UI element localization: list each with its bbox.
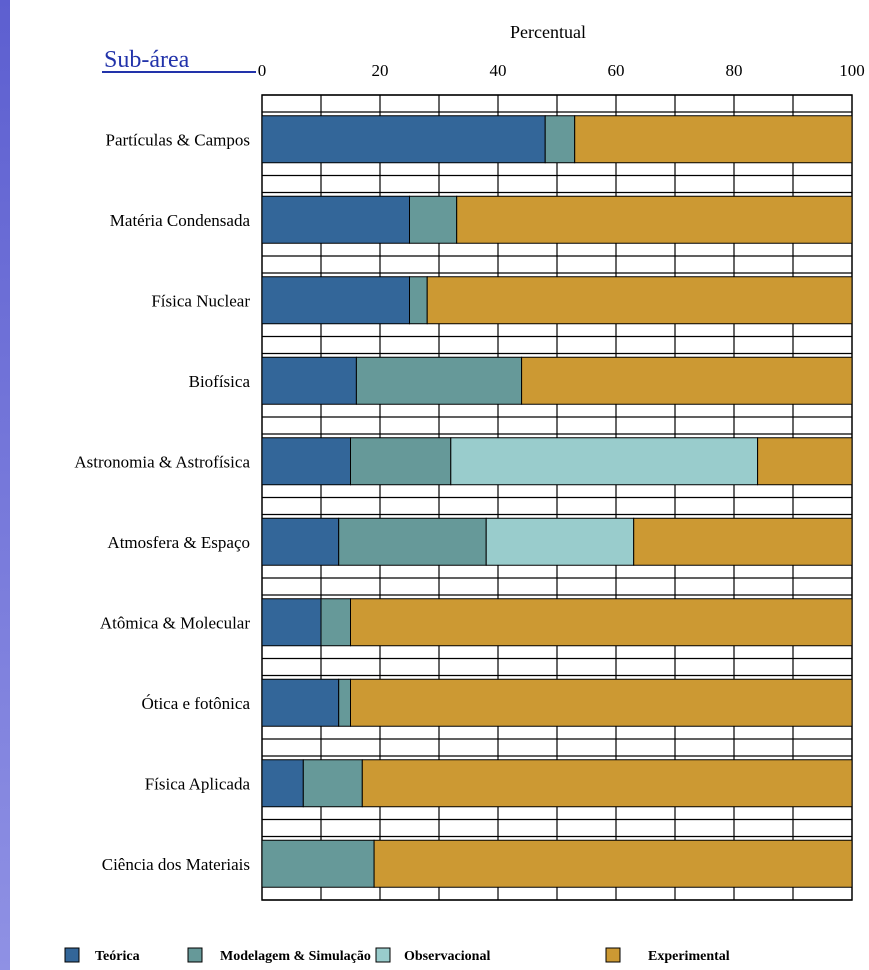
x-tick-label: 20	[372, 61, 389, 80]
x-tick-label: 0	[258, 61, 267, 80]
legend-label: Observacional	[404, 949, 490, 964]
bar-segment-1	[261, 276, 410, 325]
bar-segment-1	[261, 517, 340, 566]
bar-segment-3	[450, 437, 759, 486]
legend-label: Modelagem & Simulação	[220, 949, 371, 964]
bar-segment-4	[426, 276, 853, 325]
bar-segment-2	[350, 437, 452, 486]
bar-segment-1	[261, 598, 322, 647]
legend-swatch	[64, 947, 80, 963]
slide-edge-stripe	[0, 0, 10, 970]
bar-segment-1	[261, 759, 304, 808]
bar-segment-4	[574, 115, 853, 164]
bar-segment-4	[361, 759, 853, 808]
bar-segment-2	[544, 115, 576, 164]
category-label: Partículas & Campos	[106, 130, 250, 149]
category-label: Astronomia & Astrofísica	[74, 452, 250, 471]
category-label: Atmosfera & Espaço	[107, 533, 250, 552]
bar-segment-4	[521, 356, 853, 405]
bar-segment-4	[456, 195, 853, 244]
category-label: Biofísica	[189, 372, 251, 391]
bar-segment-4	[350, 598, 853, 647]
category-label: Ótica e fotônica	[141, 694, 250, 713]
x-axis-title: Percentual	[510, 22, 586, 42]
legend-swatch	[187, 947, 203, 963]
bar-segment-4	[373, 839, 853, 888]
bar-segment-2	[320, 598, 351, 647]
bar-segment-3	[485, 517, 635, 566]
x-tick-label: 100	[839, 61, 865, 80]
bar-segment-2	[338, 678, 352, 727]
bar-segment-2	[302, 759, 363, 808]
legend-swatch	[375, 947, 391, 963]
bar-segment-1	[261, 115, 546, 164]
y-axis-title: Sub-área	[104, 47, 190, 73]
category-label: Atômica & Molecular	[100, 613, 250, 632]
bar-segment-1	[261, 356, 357, 405]
category-label: Matéria Condensada	[110, 211, 251, 230]
category-label: Física Aplicada	[145, 774, 251, 793]
category-label: Ciência dos Materiais	[102, 855, 250, 874]
bar-segment-4	[350, 678, 853, 727]
x-tick-label: 60	[608, 61, 625, 80]
bar-segment-2	[409, 276, 428, 325]
x-tick-label: 40	[490, 61, 507, 80]
bar-segment-2	[409, 195, 458, 244]
bar-segment-4	[757, 437, 853, 486]
bar-segment-2	[355, 356, 523, 405]
legend-label: Experimental	[648, 949, 730, 964]
bar-segment-1	[261, 437, 351, 486]
legend-label: Teórica	[95, 949, 140, 964]
bar-segment-1	[261, 678, 340, 727]
bar-segment-1	[261, 195, 410, 244]
bar-segment-2	[338, 517, 487, 566]
legend-swatch	[605, 947, 621, 963]
bar-segment-2	[261, 839, 375, 888]
category-label: Física Nuclear	[151, 291, 250, 310]
x-tick-label: 80	[726, 61, 743, 80]
bar-segment-4	[633, 517, 853, 566]
